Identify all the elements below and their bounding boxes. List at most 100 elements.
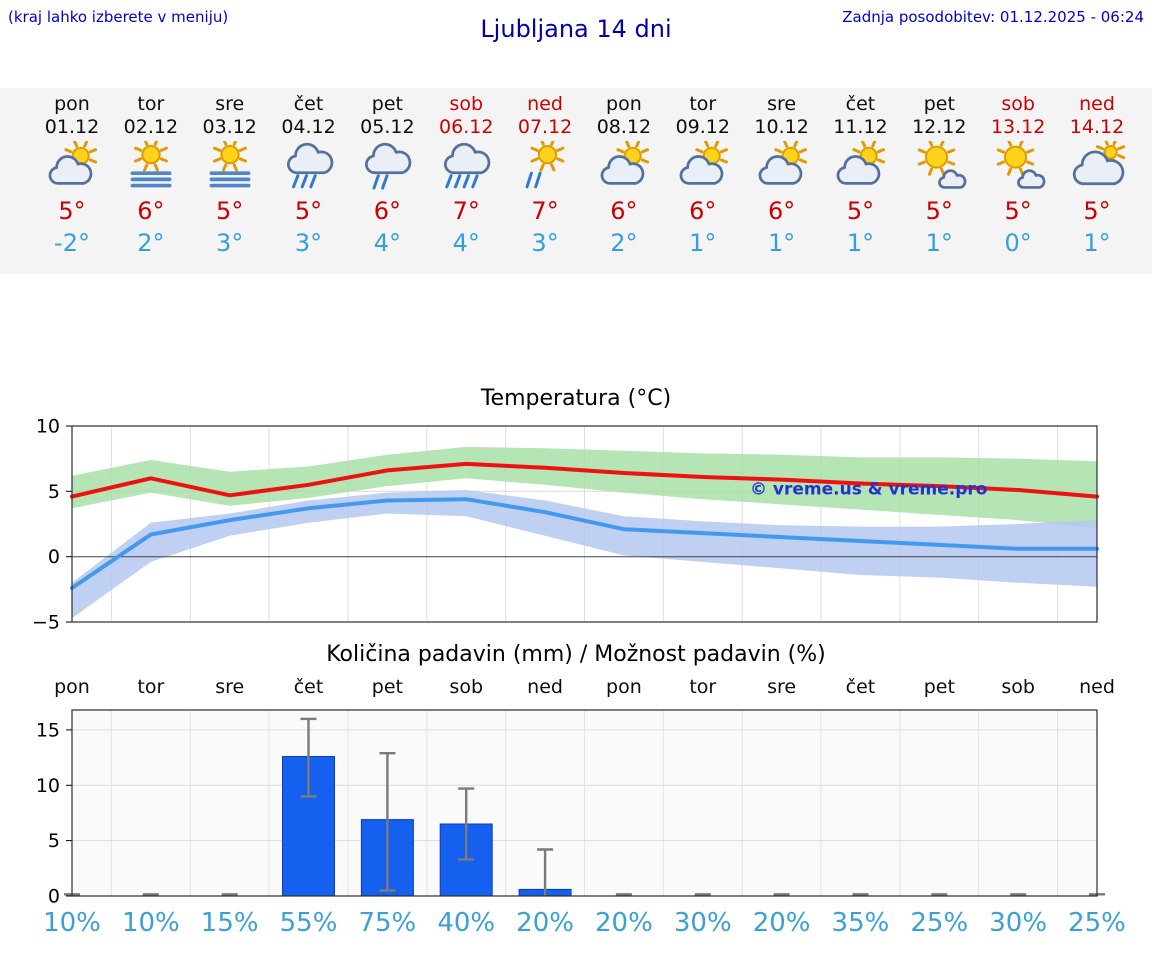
sun-showers-icon xyxy=(499,137,591,195)
precip-day-label: pon xyxy=(54,676,90,698)
temp-min: 2° xyxy=(610,228,638,257)
error-bar xyxy=(300,717,317,798)
forecast-day-09.12: tor 09.12 6° 1° xyxy=(657,93,749,257)
day-name: čet xyxy=(845,93,876,115)
precip-probability: 15% xyxy=(200,908,259,938)
precip-day-label: ned xyxy=(527,676,563,698)
temp-min: 1° xyxy=(925,228,953,257)
precip-probability: 40% xyxy=(437,908,496,938)
temp-min: -2° xyxy=(54,228,90,257)
forecast-day-13.12: sob 13.12 5° 0° xyxy=(972,93,1064,257)
forecast-day-01.12: pon 01.12 5° -2° xyxy=(26,93,118,257)
day-date: 04.12 xyxy=(281,115,336,138)
partly-cloudy-icon xyxy=(814,139,906,195)
temp-band xyxy=(72,490,1097,619)
precip-probability: 75% xyxy=(358,908,417,938)
temp-max: 5° xyxy=(1004,196,1032,225)
precip-probability: 55% xyxy=(279,908,338,938)
partly-cloudy-icon xyxy=(26,139,118,195)
temp-min: 3° xyxy=(294,228,323,257)
precip-probability: 10% xyxy=(43,908,101,938)
forecast-day-05.12: pet 05.12 6° 4° xyxy=(341,93,433,257)
precip-probability-labels: 10% 10% 15% 55% 75% 40% 20% 20% 30% 20% 35% 25% 30% 2… xyxy=(0,908,1152,946)
rain-icon xyxy=(263,141,355,195)
day-date: 02.12 xyxy=(123,115,179,138)
showers-icon xyxy=(341,141,433,195)
temp-line xyxy=(70,461,1099,499)
forecast-day-04.12: čet 04.12 5° 3° xyxy=(263,93,355,257)
temp-min: 1° xyxy=(846,228,875,257)
day-name: tor xyxy=(137,93,165,115)
precip-day-labels: pon tor sre čet pet sob ned pon tor sre čet pet sob n… xyxy=(0,676,1152,704)
temperature-chart-title: Temperatura (°C) xyxy=(480,386,672,411)
precipitation-chart: 0 5 10 15 xyxy=(36,709,1105,905)
day-name: sob xyxy=(449,93,484,115)
forecast-day-08.12: pon 08.12 6° 2° xyxy=(578,93,670,257)
precip-y-tick: 0 xyxy=(48,886,60,905)
precip-probability: 20% xyxy=(752,908,811,938)
partly-cloudy-icon xyxy=(736,139,828,195)
day-name: pon xyxy=(54,93,90,115)
copyright-watermark: © vreme.us & vreme.pro xyxy=(750,479,987,499)
mostly-sunny-icon xyxy=(893,137,985,195)
partly-cloudy-icon xyxy=(657,139,749,195)
precip-probability: 25% xyxy=(910,908,969,938)
precip-probability: 30% xyxy=(989,908,1048,938)
error-bar xyxy=(379,752,396,892)
precip-day-label: čet xyxy=(845,676,876,698)
temp-max: 6° xyxy=(610,196,638,225)
day-date: 03.12 xyxy=(202,115,257,138)
error-bar xyxy=(458,787,475,861)
temp-max: 5° xyxy=(216,196,244,225)
precip-day-label: čet xyxy=(293,676,324,698)
precip-day-label: sob xyxy=(449,676,484,698)
day-name: pet xyxy=(371,93,403,115)
day-name: ned xyxy=(527,93,563,115)
temp-min: 1° xyxy=(1083,228,1111,257)
temp-y-tick: 0 xyxy=(48,546,60,568)
precip-day-label: tor xyxy=(137,676,165,698)
precip-day-label: ned xyxy=(1079,676,1115,698)
sun-fog-icon xyxy=(184,137,276,195)
sun-fog-icon xyxy=(105,137,197,195)
forecast-day-06.12: sob 06.12 7° 4° xyxy=(420,93,512,257)
precip-day-label: pet xyxy=(923,676,955,698)
temp-min: 3° xyxy=(216,228,244,257)
precip-probability: 20% xyxy=(516,908,574,938)
temp-max: 5° xyxy=(846,196,875,225)
forecast-day-07.12: ned 07.12 7° 3° xyxy=(499,93,591,257)
top-bar: (kraj lahko izberete v meniju) Ljubljana… xyxy=(0,0,1152,46)
partly-cloudy-icon xyxy=(578,139,670,195)
temp-max: 5° xyxy=(925,196,953,225)
day-name: tor xyxy=(689,93,717,115)
temp-min: 3° xyxy=(531,228,559,257)
temp-min: 4° xyxy=(373,228,402,257)
mostly-cloudy-icon xyxy=(1051,137,1143,195)
precip-day-label: pet xyxy=(371,676,403,698)
day-date: 10.12 xyxy=(754,115,809,138)
forecast-day-14.12: ned 14.12 5° 1° xyxy=(1051,93,1143,257)
error-bar xyxy=(537,848,554,896)
temp-max: 5° xyxy=(58,196,86,225)
precip-day-label: sre xyxy=(215,676,245,698)
day-date: 09.12 xyxy=(675,115,730,138)
precip-probability: 25% xyxy=(1068,908,1126,938)
temp-min: 2° xyxy=(137,228,165,257)
forecast-day-11.12: čet 11.12 5° 1° xyxy=(814,93,906,257)
temp-max: 6° xyxy=(373,196,402,225)
precip-day-label: sob xyxy=(1001,676,1035,698)
forecast-day-02.12: tor 02.12 6° 2° xyxy=(105,93,197,257)
day-name: sre xyxy=(767,93,797,115)
precip-y-tick: 10 xyxy=(36,775,60,797)
temp-max: 5° xyxy=(1083,196,1111,225)
forecast-day-03.12: sre 03.12 5° 3° xyxy=(184,93,276,257)
precip-probability: 10% xyxy=(121,908,180,938)
precip-day-label: tor xyxy=(689,676,717,698)
forecast-day-12.12: pet 12.12 5° 1° xyxy=(893,93,985,257)
heavy-rain-icon xyxy=(420,141,512,195)
day-date: 01.12 xyxy=(44,115,100,138)
day-name: pon xyxy=(606,93,642,115)
precip-y-tick: 5 xyxy=(48,830,60,852)
temp-min: 1° xyxy=(689,228,717,257)
day-date: 06.12 xyxy=(439,115,494,138)
